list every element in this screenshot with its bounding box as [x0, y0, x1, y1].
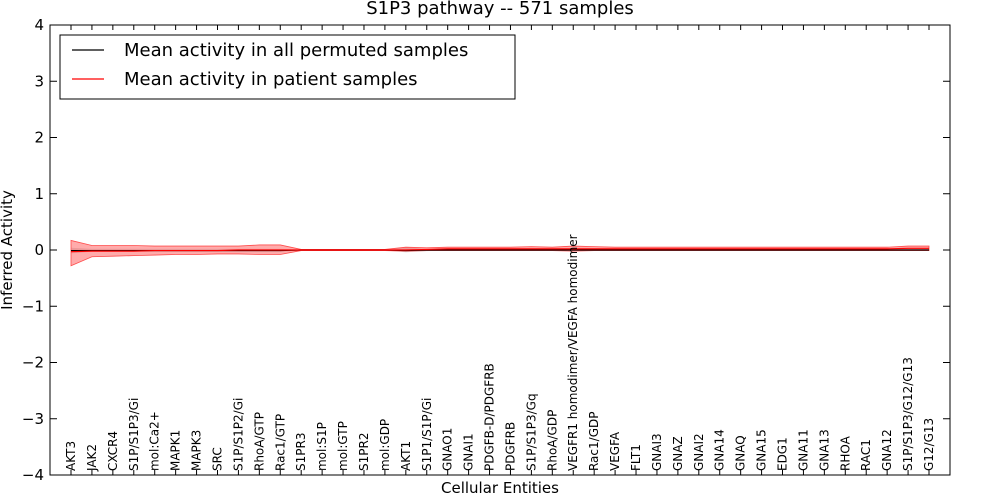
y-tick-label: 0	[34, 241, 44, 259]
x-tick-label: RhoA/GTP	[252, 412, 266, 471]
x-tick-label: GNA12	[880, 429, 894, 471]
chart-title: S1P3 pathway -- 571 samples	[366, 0, 634, 19]
x-tick-label: PDGFB-D/PDGFRB	[483, 363, 497, 471]
x-tick-label: mol:GDP	[378, 419, 392, 471]
x-axis-title: Cellular Entities	[441, 479, 559, 497]
y-tick-label: −2	[22, 354, 44, 372]
x-tick-label: AKT1	[399, 441, 413, 471]
x-tick-label: PDGFRB	[503, 422, 517, 471]
x-tick-label: MAPK1	[169, 430, 183, 471]
x-tick-label: S1PR2	[357, 433, 371, 471]
y-axis-title: Inferred Activity	[0, 190, 16, 310]
x-tick-label: CXCR4	[106, 431, 120, 471]
x-tick-label: FLT1	[629, 444, 643, 471]
y-tick-label: 3	[34, 72, 44, 90]
x-tick-label: Rac1/GTP	[273, 414, 287, 471]
x-tick-label: S1P/S1P3/Gi	[127, 398, 141, 471]
x-tick-label: G12/G13	[922, 418, 936, 471]
legend: Mean activity in all permuted samples Me…	[59, 34, 516, 100]
x-tick-label: mol:S1P	[315, 422, 329, 471]
x-tick-label: GNA15	[755, 429, 769, 471]
x-tick-label: RhoA/GDP	[545, 410, 559, 471]
plot-frame	[49, 24, 951, 476]
x-tick-label: S1P/S1P2/Gi	[231, 398, 245, 471]
x-tick-label: MAPK3	[190, 430, 204, 471]
legend-label-patient: Mean activity in patient samples	[124, 69, 418, 90]
y-tick-label: 2	[34, 129, 44, 147]
y-tick-label: −3	[22, 410, 44, 428]
x-tick-label: S1PR3	[294, 433, 308, 471]
x-tick-label: GNAZ	[671, 436, 685, 471]
series-lines	[70, 247, 929, 253]
x-tick-label: mol:Ca2+	[148, 411, 162, 471]
series-line-patient	[70, 247, 929, 253]
x-tick-label: GNAI2	[692, 433, 706, 471]
x-tick-label: S1P/S1P3/G12/G13	[901, 357, 915, 471]
x-tick-label: RAC1	[859, 439, 873, 471]
x-tick-label: S1P1/S1P/Gi	[420, 398, 434, 471]
x-tick-label: SRC	[210, 447, 224, 471]
x-tick-label: mol:GTP	[336, 421, 350, 471]
x-axis-ticks: AKT3 JAK2 CXCR4 S1P/S1P3/Gi mol:Ca2+ MAPK1 MAP…	[64, 25, 936, 475]
x-tick-label: GNA11	[796, 429, 810, 471]
legend-label-permuted: Mean activity in all permuted samples	[124, 40, 468, 61]
x-tick-label: GNAQ	[734, 435, 748, 471]
x-tick-label: EDG1	[776, 437, 790, 471]
y-tick-label: 1	[34, 185, 44, 203]
x-tick-label: S1P/S1P3/Gq	[524, 393, 538, 471]
y-tick-label: −1	[22, 297, 44, 315]
x-tick-label: Rac1/GDP	[587, 412, 601, 471]
x-tick-label: JAK2	[85, 444, 99, 472]
legend-box	[59, 34, 516, 100]
x-tick-label: AKT3	[64, 441, 78, 471]
x-tick-label: GNAO1	[441, 428, 455, 471]
y-tick-label: −4	[22, 466, 44, 484]
y-axis-ticks: −4 −3 −2 −1 0 1 2 3 4	[22, 16, 950, 484]
x-tick-label: RHOA	[838, 435, 852, 471]
x-tick-label: GNAI1	[462, 433, 476, 471]
x-tick-label: VEGFA	[608, 431, 622, 471]
x-tick-label: GNAI3	[650, 433, 664, 471]
x-tick-label: GNA13	[817, 429, 831, 471]
x-tick-label: GNA14	[713, 429, 727, 471]
x-tick-label: VEGFR1 homodimer/VEGFA homodimer	[566, 234, 580, 471]
y-tick-label: 4	[34, 16, 44, 34]
